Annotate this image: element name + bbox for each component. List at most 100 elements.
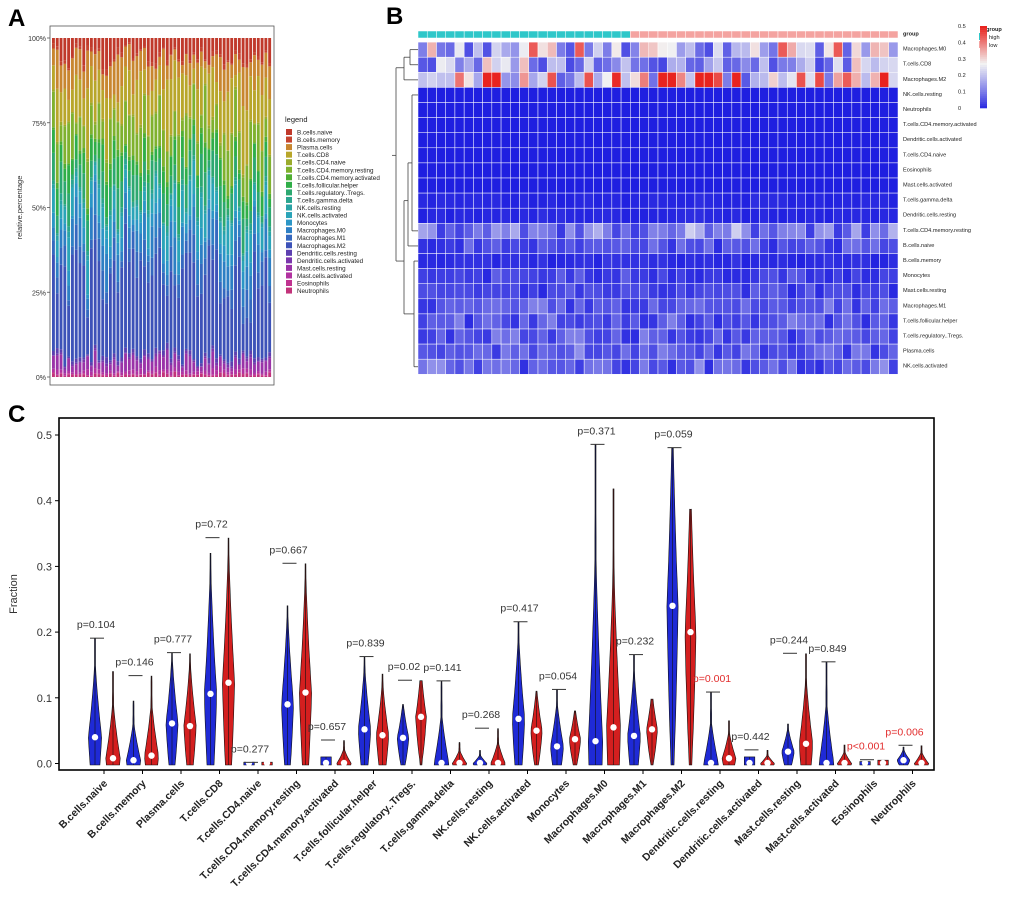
bar-segment — [242, 374, 245, 377]
heatmap-cell — [575, 133, 584, 148]
bar-segment — [128, 353, 131, 357]
legend-swatch — [286, 182, 292, 188]
bar-segment — [75, 363, 78, 364]
bar-segment — [211, 345, 214, 348]
bar-segment — [90, 372, 93, 376]
heatmap-cell — [547, 133, 556, 148]
panel-b-heatmap: groupMacrophages.M0T.cells.CD8Macrophage… — [392, 24, 1002, 374]
heatmap-cell — [760, 103, 769, 118]
heatmap-cell — [695, 254, 704, 269]
row-label: T.cells.CD8 — [903, 62, 931, 68]
heatmap-cell — [630, 31, 639, 38]
bar-segment — [238, 365, 241, 369]
heatmap-cell — [492, 223, 501, 238]
heatmap-cell — [843, 193, 852, 208]
heatmap-cell — [704, 72, 713, 87]
bar-segment — [143, 266, 146, 349]
bar-segment — [101, 246, 104, 271]
heatmap-cell — [566, 57, 575, 72]
bar-segment — [223, 361, 226, 364]
bar-segment — [196, 367, 199, 369]
bar-segment — [60, 372, 63, 373]
heatmap-cell — [750, 148, 759, 163]
heatmap-cell — [566, 118, 575, 133]
heatmap-cell — [880, 223, 889, 238]
bar-segment — [128, 161, 131, 171]
heatmap-cell — [723, 163, 732, 178]
heatmap-cell — [815, 31, 824, 38]
bar-segment — [162, 249, 165, 263]
heatmap-cell — [787, 223, 796, 238]
heatmap-cell — [676, 31, 685, 38]
heatmap-cell — [769, 329, 778, 344]
bar-segment — [75, 364, 78, 370]
bar-segment — [173, 372, 176, 377]
heatmap-cell — [667, 118, 676, 133]
bar-segment — [211, 178, 214, 184]
heatmap-cell — [538, 118, 547, 133]
bar-segment — [226, 365, 229, 368]
median-dot — [225, 679, 231, 685]
bar-segment — [158, 148, 161, 159]
heatmap-cell — [815, 238, 824, 253]
heatmap-cell — [492, 284, 501, 299]
bar-segment — [113, 353, 116, 357]
bar-segment — [170, 376, 173, 377]
heatmap-cell — [695, 238, 704, 253]
bar-segment — [90, 66, 93, 103]
bar-segment — [261, 38, 264, 63]
bar-segment — [79, 374, 82, 375]
heatmap-cell — [446, 178, 455, 193]
heatmap-cell — [418, 72, 427, 87]
heatmap-cell — [584, 299, 593, 314]
bar-segment — [238, 73, 241, 131]
bar-segment — [242, 353, 245, 355]
bar-segment — [177, 207, 180, 234]
bar-segment — [189, 350, 192, 354]
median-dot — [323, 760, 329, 766]
heatmap-cell — [418, 269, 427, 284]
heatmap-cell — [713, 42, 722, 57]
heatmap-cell — [529, 208, 538, 223]
bar-segment — [173, 183, 176, 188]
row-label: T.cells.gamma.delta — [903, 198, 953, 204]
bar-segment — [211, 260, 214, 346]
heatmap-cell — [538, 269, 547, 284]
colorbar-tick-label: 0.2 — [958, 73, 966, 79]
bar-segment — [52, 48, 55, 65]
heatmap-cell — [852, 103, 861, 118]
bar-segment — [151, 361, 154, 362]
bar-segment — [52, 92, 55, 128]
heatmap-cell — [704, 299, 713, 314]
heatmap-cell — [713, 254, 722, 269]
heatmap-cell — [723, 103, 732, 118]
bar-segment — [75, 122, 78, 124]
heatmap-cell — [603, 344, 612, 359]
bar-segment — [226, 368, 229, 372]
bar-segment — [90, 103, 93, 106]
bar-segment — [60, 162, 63, 194]
bar-segment — [181, 131, 184, 137]
colorbar-step — [980, 69, 987, 71]
bar-segment — [230, 220, 233, 223]
bar-segment — [226, 217, 229, 220]
bar-segment — [101, 361, 104, 363]
bar-segment — [71, 159, 74, 160]
heatmap-cell — [870, 238, 879, 253]
bar-segment — [268, 372, 271, 373]
heatmap-cell — [529, 223, 538, 238]
heatmap-cell — [455, 57, 464, 72]
heatmap-cell — [427, 72, 436, 87]
legend-swatch — [286, 257, 292, 263]
heatmap-cell — [843, 163, 852, 178]
bar-segment — [79, 117, 82, 150]
heatmap-cell — [778, 299, 787, 314]
bar-segment — [71, 374, 74, 377]
heatmap-cell — [695, 103, 704, 118]
bar-segment — [173, 60, 176, 110]
bar-segment — [192, 83, 195, 84]
bar-segment — [79, 218, 82, 247]
bar-segment — [162, 224, 165, 226]
bar-segment — [230, 266, 233, 290]
heatmap-cell — [612, 103, 621, 118]
